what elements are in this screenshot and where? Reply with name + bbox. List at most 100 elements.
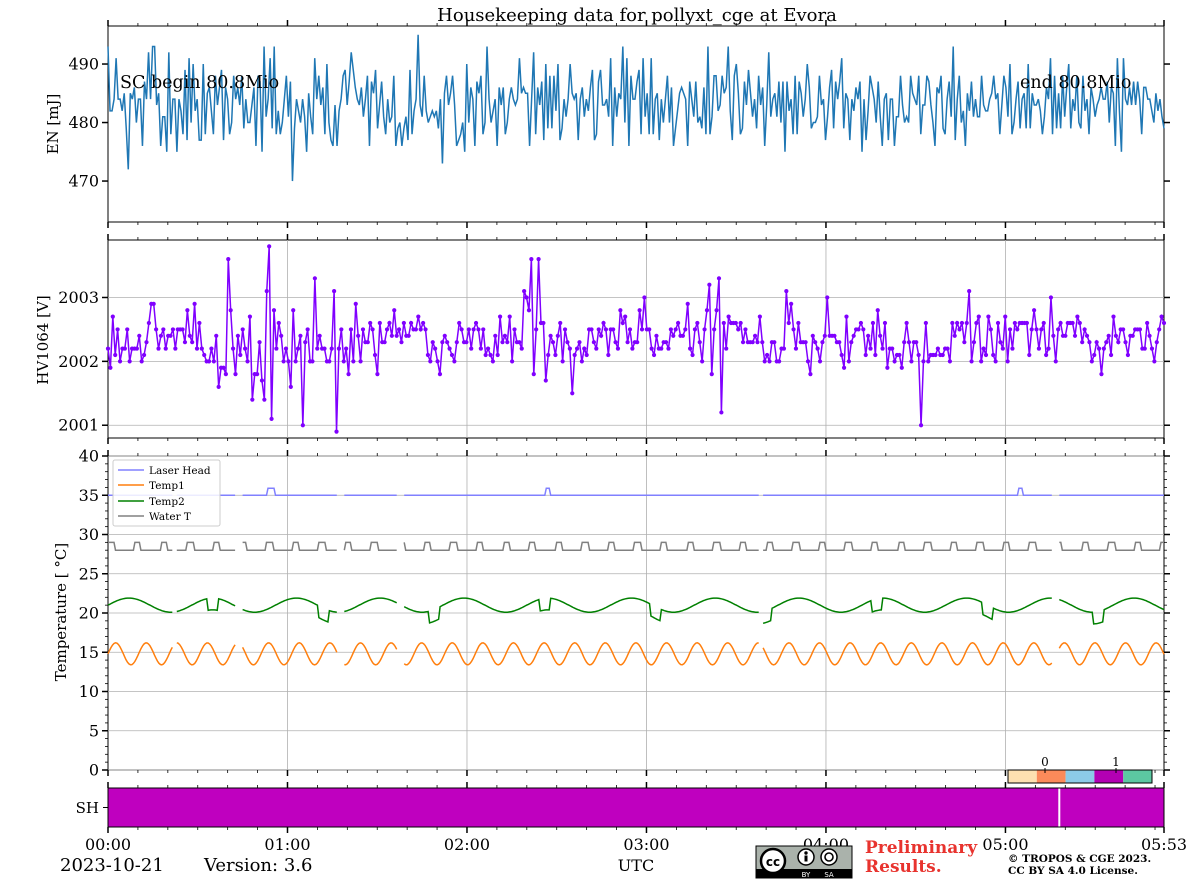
hv-point <box>156 346 161 351</box>
hv-point <box>976 314 981 319</box>
hv-point <box>688 346 693 351</box>
hv-point <box>873 352 878 358</box>
hv-point <box>558 320 563 326</box>
hv-point <box>959 320 965 326</box>
hv-point <box>781 346 787 351</box>
hv-point <box>478 346 483 351</box>
hv-point <box>351 359 356 364</box>
hv-y-ticks: 2001 2002 2003 <box>58 288 1170 435</box>
hv-point <box>250 397 255 402</box>
hv-point <box>151 301 156 306</box>
hv-point <box>579 359 584 364</box>
hv-point <box>601 320 606 326</box>
hv-point <box>421 320 426 326</box>
y-tick-label: 2002 <box>58 352 99 371</box>
hv-point <box>955 320 960 326</box>
energy-panel: 470 480 490 EN [mJ] SC begin 80.8Mio end 8… <box>44 20 1170 228</box>
water-t-line <box>176 541 236 551</box>
footer-date: 2023-10-21 <box>60 855 164 876</box>
hv-point <box>570 391 575 396</box>
hv-point <box>738 320 743 326</box>
y-tick-label: 40 <box>79 447 99 466</box>
hv-point <box>1024 320 1029 326</box>
hv-point <box>536 257 541 262</box>
hv-point <box>358 359 363 364</box>
hv-point <box>702 327 707 332</box>
hv-point <box>435 359 440 364</box>
hv-point <box>591 340 597 345</box>
hv-point <box>642 295 647 300</box>
hv-point <box>555 333 560 338</box>
hv-point <box>406 333 411 338</box>
hv-point <box>524 295 529 300</box>
hv-point <box>356 333 361 338</box>
hv-point <box>1149 346 1155 351</box>
hv-point <box>113 352 118 358</box>
hv-point <box>139 359 144 364</box>
hv-point <box>194 346 200 351</box>
hv-point <box>125 327 130 332</box>
hv-point <box>1104 340 1109 345</box>
hv-point <box>805 359 811 364</box>
laser-head-line <box>242 487 337 497</box>
hv-point <box>899 365 904 370</box>
hv-point <box>863 352 868 358</box>
hv-point <box>243 346 248 351</box>
hv-point <box>1137 327 1143 332</box>
hv-point <box>245 359 250 364</box>
hv-point <box>223 372 228 377</box>
water-t-line <box>343 541 397 551</box>
hv-point <box>639 327 645 332</box>
hv-point <box>1111 314 1116 319</box>
shutter-bar <box>108 788 1164 827</box>
hv-point <box>868 346 873 351</box>
shutter-x-ticks <box>107 782 1165 833</box>
hv-point <box>322 346 327 351</box>
hv-point <box>964 320 969 326</box>
hv-point <box>1034 327 1039 332</box>
hv-point <box>240 327 245 332</box>
hv-point <box>433 346 438 351</box>
hv-point <box>235 333 240 338</box>
x-tick-label: 01:00 <box>264 835 310 854</box>
hv-point <box>389 333 394 338</box>
hv-point <box>396 327 402 332</box>
hv-point <box>815 346 820 351</box>
hv-point <box>122 346 127 351</box>
hv-point <box>757 314 762 319</box>
hv-point <box>762 359 767 364</box>
hv-point <box>519 346 524 351</box>
hv-point <box>257 340 262 345</box>
hv-point <box>339 327 344 332</box>
hv-point <box>264 289 269 294</box>
hv-point <box>635 340 640 345</box>
hv-point <box>1145 320 1150 326</box>
hv-point <box>543 378 548 383</box>
hv-point <box>534 327 539 332</box>
y-tick-label: 20 <box>79 604 99 623</box>
hv-point <box>291 308 296 313</box>
hv-point <box>440 340 445 345</box>
hv-point <box>192 301 197 306</box>
y-tick-label: 10 <box>79 682 99 701</box>
hv-point <box>293 359 298 364</box>
x-axis-label: UTC <box>618 856 654 875</box>
hv-point <box>522 289 527 294</box>
hv-point <box>485 346 491 351</box>
hv-point <box>531 372 536 377</box>
hv-point <box>365 340 370 345</box>
sa-share-arrow <box>824 852 834 862</box>
hv-point <box>1154 340 1159 345</box>
hv-point <box>793 346 799 351</box>
hv-point <box>214 333 219 338</box>
hv-point <box>233 372 238 377</box>
hv-point <box>813 340 818 345</box>
hv-point <box>1121 327 1126 332</box>
energy-series-line <box>107 34 1165 182</box>
sa-share-icon <box>820 848 838 866</box>
hv-point <box>825 295 830 300</box>
hv-point <box>789 301 794 306</box>
x-tick-label: 02:00 <box>444 835 490 854</box>
hv-point <box>1027 352 1032 358</box>
